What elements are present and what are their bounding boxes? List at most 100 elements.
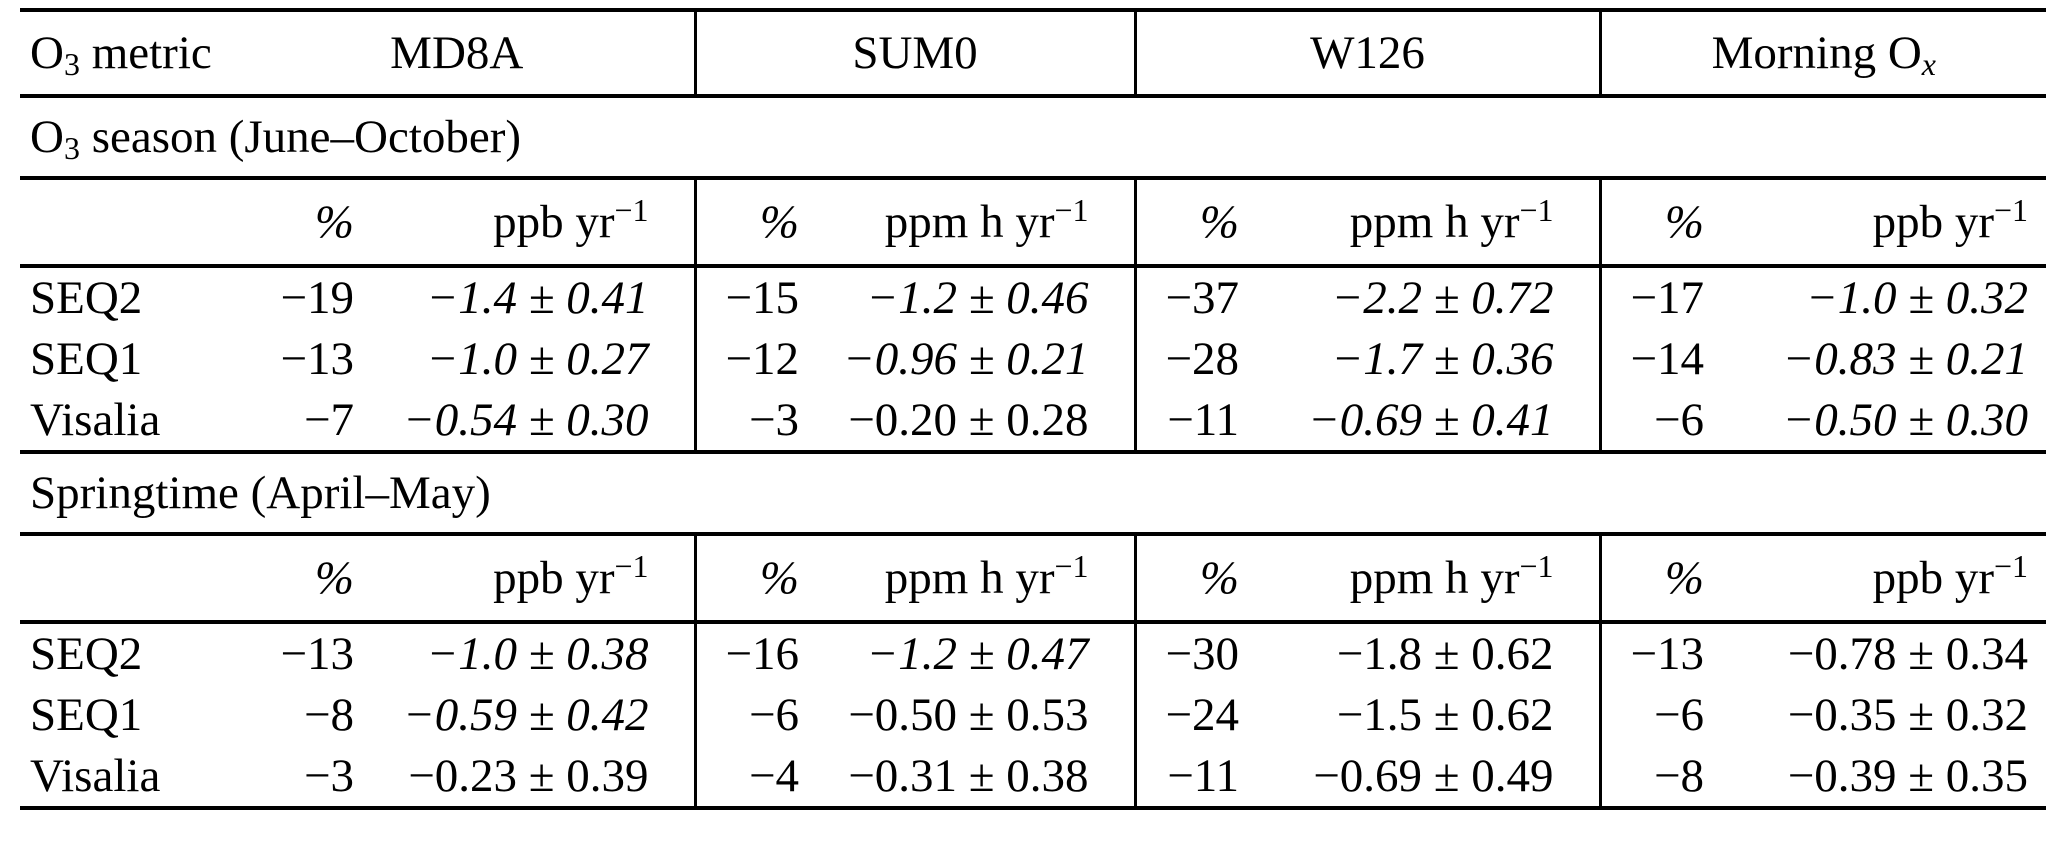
- value-cell: −0.78 ± 0.34: [1787, 628, 2029, 680]
- section-title: Springtime (April–May): [20, 450, 2047, 536]
- percent-cell: −14: [1598, 328, 1710, 390]
- table-row: SEQ1 −13 −1.0 ± 0.27 −12 −0.96 ± 0.21 −28 −1.7…: [20, 328, 2046, 390]
- value-cell: −0.39 ± 0.35: [1787, 750, 2029, 802]
- value-cell: −0.31 ± 0.38: [848, 750, 1089, 802]
- percent-cell: −15: [693, 266, 805, 328]
- table-row: Visalia −7 −0.54 ± 0.30 −3 −0.20 ± 0.28 −11 −0…: [20, 390, 2046, 452]
- column-header-w126: W126: [1133, 10, 1600, 98]
- metric-row-label: SEQ2: [30, 628, 143, 680]
- superscript: −1: [1519, 193, 1554, 229]
- units-cell: ppm h yr−1: [805, 534, 1135, 624]
- percent-cell: −30: [1133, 622, 1245, 684]
- table-row: SEQ2 −19 −1.4 ± 0.41 −15 −1.2 ± 0.46 −37 −2.2 …: [20, 266, 2046, 328]
- subscript: x: [1921, 47, 1936, 83]
- value-cell: −1.0 ± 0.32: [1806, 272, 2029, 324]
- section-springtime: Springtime (April–May)% ppb yr−1% ppm h yr…: [20, 450, 2047, 808]
- text-part: season (June–October): [79, 111, 522, 163]
- metric-row-label: SEQ1: [30, 333, 143, 385]
- percent-cell: −3: [303, 750, 354, 802]
- value-cell: −0.83 ± 0.21: [1782, 333, 2029, 385]
- table-header-row: O3 metric MD8A SUM0 W126 Morning Ox: [20, 10, 2047, 98]
- percent-cell: −6: [693, 684, 805, 746]
- percent-cell: −28: [1133, 328, 1245, 390]
- column-header-o3-metric: O3 metric: [20, 10, 220, 98]
- percent-cell: −19: [280, 272, 354, 324]
- percent-units-cell: %: [693, 534, 805, 624]
- percent-units-cell: %: [1133, 178, 1245, 268]
- text-part: W126: [1310, 27, 1425, 79]
- percent-units-cell: %: [693, 178, 805, 268]
- percent-cell: −6: [1598, 390, 1710, 452]
- percent-cell: −11: [1133, 390, 1245, 452]
- text-part: MD8A: [390, 27, 524, 79]
- value-cell: −2.2 ± 0.72: [1331, 272, 1554, 324]
- section-title-row: Springtime (April–May): [20, 450, 2047, 536]
- units-cell: ppm h yr−1: [1245, 178, 1600, 268]
- superscript: −1: [614, 193, 649, 229]
- value-cell: −1.0 ± 0.27: [426, 333, 649, 385]
- text-part: ppb yr: [1872, 552, 1995, 604]
- percent-units-cell: %: [1598, 534, 1710, 624]
- units-cell: ppb yr−1: [360, 178, 695, 268]
- percent-cell: −16: [693, 622, 805, 684]
- value-cell: −1.0 ± 0.38: [426, 628, 649, 680]
- units-cell: ppm h yr−1: [805, 178, 1135, 268]
- superscript: −1: [614, 549, 649, 585]
- column-header-sum0: SUM0: [693, 10, 1135, 98]
- text-part: Morning O: [1711, 27, 1922, 79]
- text-part: ppb yr: [493, 552, 615, 604]
- percent-units-cell: %: [220, 178, 360, 268]
- percent-cell: −3: [693, 390, 805, 452]
- text-part: O: [30, 111, 64, 163]
- units-empty-cell: [20, 178, 220, 268]
- percent-units-cell: %: [1598, 178, 1710, 268]
- section-title: O3 season (June–October): [20, 94, 2047, 180]
- text-part: ppm h yr: [1349, 196, 1520, 248]
- percent-units-cell: %: [1133, 534, 1245, 624]
- value-cell: −1.2 ± 0.47: [866, 628, 1089, 680]
- units-row: % ppb yr−1% ppm h yr−1% ppm h yr−1% ppb yr−1: [20, 178, 2047, 268]
- text-part: ppb yr: [493, 196, 615, 248]
- units-cell: ppb yr−1: [360, 534, 695, 624]
- value-cell: −1.5 ± 0.62: [1336, 689, 1554, 741]
- text-part: O: [30, 27, 64, 79]
- subscript: 3: [63, 131, 80, 167]
- percent-cell: −24: [1133, 684, 1245, 746]
- percent-cell: −7: [303, 394, 354, 446]
- units-empty-cell: [20, 534, 220, 624]
- percent-cell: −17: [1598, 266, 1710, 328]
- value-cell: −0.69 ± 0.49: [1313, 750, 1554, 802]
- text-part: metric: [79, 27, 212, 79]
- value-cell: −1.8 ± 0.62: [1336, 628, 1554, 680]
- value-cell: −1.4 ± 0.41: [426, 272, 649, 324]
- percent-cell: −37: [1133, 266, 1245, 328]
- percent-cell: −8: [1598, 746, 1710, 808]
- superscript: −1: [1519, 549, 1554, 585]
- value-cell: −0.96 ± 0.21: [842, 333, 1089, 385]
- section-o3-season: O3 season (June–October)% ppb yr−1% ppm h …: [20, 94, 2047, 452]
- percent-units-cell: %: [220, 534, 360, 624]
- text-part: ppm h yr: [1349, 552, 1520, 604]
- table-row: SEQ2 −13 −1.0 ± 0.38 −16 −1.2 ± 0.47 −30 −1.8 …: [20, 622, 2046, 684]
- units-cell: ppm h yr−1: [1245, 534, 1600, 624]
- ozone-metric-trends-table: O3 metric MD8A SUM0 W126 Morning Ox O3 s…: [20, 8, 2047, 810]
- column-header-morning-ox: Morning Ox: [1598, 10, 2047, 98]
- value-cell: −1.7 ± 0.36: [1331, 333, 1554, 385]
- metric-row-label: SEQ2: [30, 272, 143, 324]
- value-cell: −0.54 ± 0.30: [402, 394, 649, 446]
- superscript: −1: [1994, 193, 2029, 229]
- units-cell: ppb yr−1: [1710, 178, 2047, 268]
- value-cell: −0.59 ± 0.42: [402, 689, 649, 741]
- value-cell: −0.23 ± 0.39: [408, 750, 649, 802]
- text-part: ppb yr: [1872, 196, 1995, 248]
- value-cell: −0.50 ± 0.30: [1782, 394, 2029, 446]
- value-cell: −0.20 ± 0.28: [848, 394, 1089, 446]
- percent-cell: −11: [1133, 746, 1245, 808]
- percent-cell: −13: [1598, 622, 1710, 684]
- text-part: Springtime (April–May): [30, 467, 491, 519]
- metric-row-label: SEQ1: [30, 689, 143, 741]
- superscript: −1: [1054, 549, 1089, 585]
- metric-row-label: Visalia: [30, 750, 161, 802]
- text-part: ppm h yr: [884, 552, 1055, 604]
